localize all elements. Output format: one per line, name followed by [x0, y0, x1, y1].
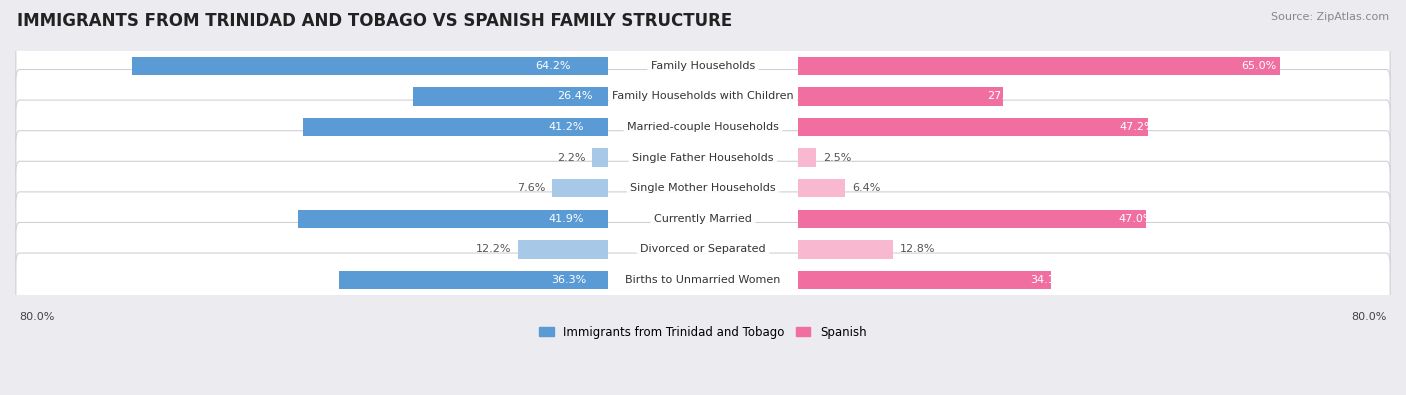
Bar: [797, 240, 893, 259]
Text: Divorced or Separated: Divorced or Separated: [640, 245, 766, 254]
Text: 6.4%: 6.4%: [852, 183, 880, 193]
Text: 2.5%: 2.5%: [823, 152, 852, 163]
Text: Single Mother Households: Single Mother Households: [630, 183, 776, 193]
Text: 27.7%: 27.7%: [987, 91, 1022, 102]
Bar: [797, 210, 1146, 228]
Bar: [553, 179, 609, 198]
Text: 12.2%: 12.2%: [475, 245, 510, 254]
Bar: [797, 149, 815, 167]
Text: 80.0%: 80.0%: [1351, 312, 1386, 322]
Text: 80.0%: 80.0%: [20, 312, 55, 322]
Bar: [797, 179, 845, 198]
Bar: [132, 56, 609, 75]
Text: Source: ZipAtlas.com: Source: ZipAtlas.com: [1271, 12, 1389, 22]
Text: 47.2%: 47.2%: [1119, 122, 1156, 132]
Bar: [302, 118, 609, 136]
Text: 41.2%: 41.2%: [548, 122, 583, 132]
Text: Married-couple Households: Married-couple Households: [627, 122, 779, 132]
Text: 26.4%: 26.4%: [557, 91, 593, 102]
Text: Births to Unmarried Women: Births to Unmarried Women: [626, 275, 780, 285]
Bar: [298, 210, 609, 228]
Text: Family Households: Family Households: [651, 61, 755, 71]
Text: Currently Married: Currently Married: [654, 214, 752, 224]
Bar: [592, 149, 609, 167]
FancyBboxPatch shape: [15, 192, 1391, 246]
Text: 7.6%: 7.6%: [517, 183, 546, 193]
FancyBboxPatch shape: [15, 161, 1391, 215]
Text: IMMIGRANTS FROM TRINIDAD AND TOBAGO VS SPANISH FAMILY STRUCTURE: IMMIGRANTS FROM TRINIDAD AND TOBAGO VS S…: [17, 12, 733, 30]
Text: Family Households with Children: Family Households with Children: [612, 91, 794, 102]
Text: 64.2%: 64.2%: [534, 61, 571, 71]
FancyBboxPatch shape: [15, 39, 1391, 93]
FancyBboxPatch shape: [15, 253, 1391, 307]
Text: 2.2%: 2.2%: [557, 152, 585, 163]
FancyBboxPatch shape: [15, 70, 1391, 123]
FancyBboxPatch shape: [15, 100, 1391, 154]
Bar: [412, 87, 609, 105]
Text: 65.0%: 65.0%: [1241, 61, 1277, 71]
Text: 12.8%: 12.8%: [900, 245, 935, 254]
Bar: [797, 87, 1002, 105]
Bar: [517, 240, 609, 259]
Bar: [797, 56, 1279, 75]
Text: 34.1%: 34.1%: [1031, 275, 1066, 285]
Bar: [797, 271, 1050, 289]
Legend: Immigrants from Trinidad and Tobago, Spanish: Immigrants from Trinidad and Tobago, Spa…: [534, 321, 872, 343]
Text: 41.9%: 41.9%: [548, 214, 583, 224]
Text: 36.3%: 36.3%: [551, 275, 586, 285]
Bar: [339, 271, 609, 289]
Text: 47.0%: 47.0%: [1118, 214, 1154, 224]
Text: Single Father Households: Single Father Households: [633, 152, 773, 163]
Bar: [797, 118, 1147, 136]
FancyBboxPatch shape: [15, 222, 1391, 276]
FancyBboxPatch shape: [15, 131, 1391, 184]
